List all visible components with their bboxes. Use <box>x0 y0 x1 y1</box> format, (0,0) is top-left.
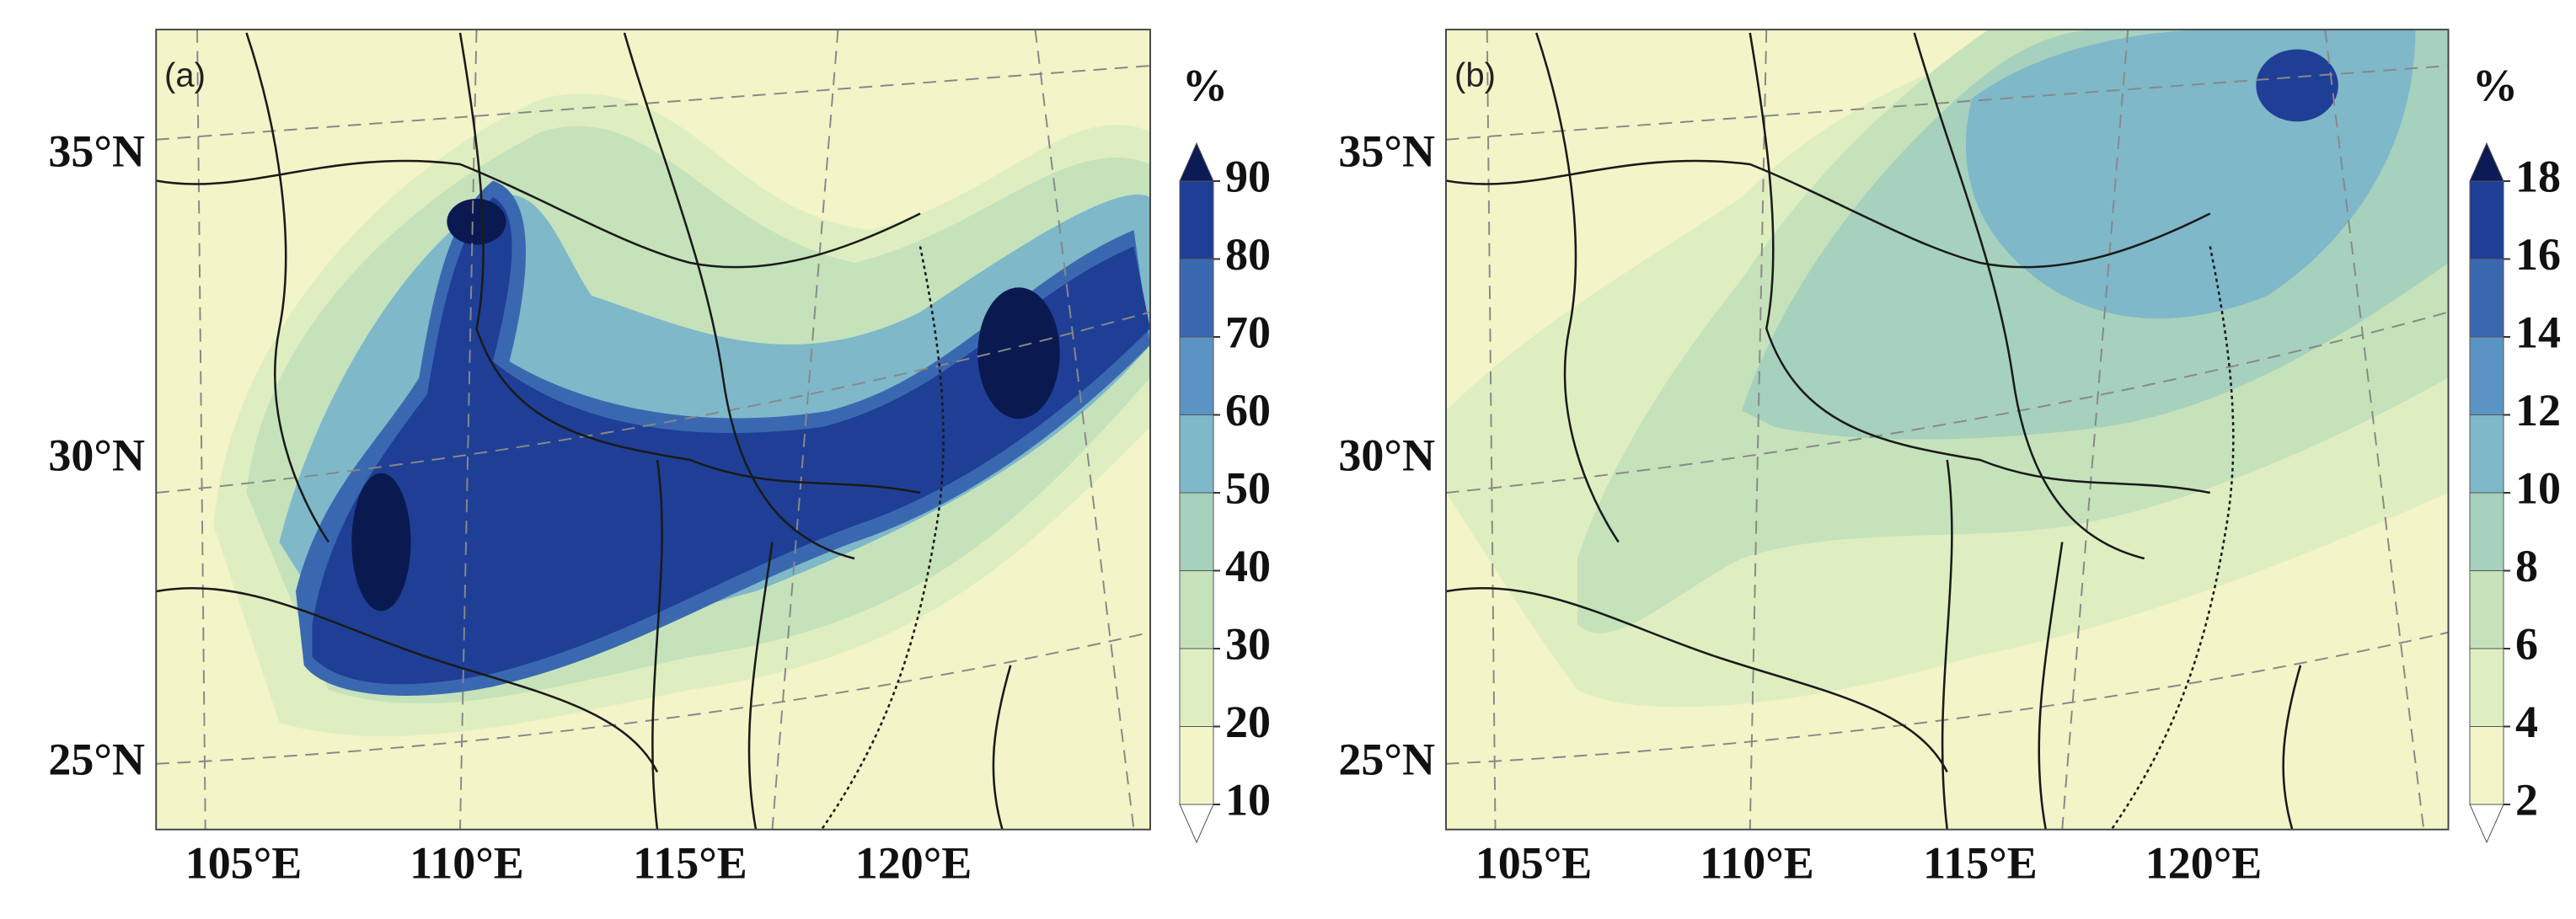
colorbar-end <box>1179 804 1214 844</box>
colorbar-tick-label: 14 <box>2515 307 2561 357</box>
colorbar-end <box>2469 142 2504 182</box>
colorbar-tick-label: 80 <box>1225 229 1271 280</box>
lon-label: 110°E <box>410 837 524 888</box>
colorbar-tick-label: 90 <box>1225 151 1271 201</box>
colorbar-tick-label: 10 <box>1225 774 1271 825</box>
colorbar-tick-label: 20 <box>1225 697 1271 747</box>
colorbar-segment <box>1179 180 1214 259</box>
colorbar-tick-label: 6 <box>2515 618 2538 669</box>
colorbar-segment <box>1179 648 1214 727</box>
lat-label: 35°N <box>1338 126 1435 176</box>
map-b <box>1445 29 2450 831</box>
lat-label: 30°N <box>1338 430 1435 480</box>
lon-label: 105°E <box>185 837 303 888</box>
colorbar-segment <box>2469 414 2504 494</box>
lon-label: 115°E <box>1923 837 2038 888</box>
lon-label: 110°E <box>1700 837 1814 888</box>
colorbar-unit: % <box>1182 60 1228 110</box>
colorbar-tick-label: 10 <box>2515 462 2561 513</box>
lon-label: 120°E <box>855 837 972 888</box>
colorbar-tick-label: 4 <box>2515 697 2538 747</box>
colorbar-segment <box>2469 336 2504 415</box>
colorbar-tick-label: 2 <box>2515 774 2538 825</box>
colorbar-segment <box>2469 570 2504 649</box>
lat-label: 35°N <box>48 126 145 176</box>
colorbar-segment <box>2469 180 2504 259</box>
colorbar-end <box>1179 142 1214 182</box>
colorbar-segment <box>1179 726 1214 805</box>
colorbar-tick-label: 60 <box>1225 385 1271 435</box>
lon-label: 120°E <box>2145 837 2263 888</box>
colorbar-segment <box>2469 492 2504 571</box>
colorbar-segment <box>2469 648 2504 727</box>
colorbar-segment <box>1179 492 1214 571</box>
colorbar-tick-label: 40 <box>1225 541 1271 591</box>
colorbar-segment <box>1179 336 1214 415</box>
colorbar-tick-label: 8 <box>2515 541 2538 591</box>
colorbar-segment <box>2469 726 2504 805</box>
colorbar-tick-label: 70 <box>1225 307 1271 357</box>
lon-label: 105°E <box>1475 837 1593 888</box>
colorbar-segment <box>1179 414 1214 494</box>
colorbar-unit: % <box>2472 60 2518 110</box>
colorbar-tick-label: 50 <box>1225 462 1271 513</box>
map-a <box>155 29 1151 831</box>
lat-label: 25°N <box>48 734 145 784</box>
colorbar-segment <box>1179 259 1214 338</box>
colorbar-segment <box>2469 259 2504 338</box>
colorbar-end <box>2469 804 2504 844</box>
lon-label: 115°E <box>633 837 747 888</box>
colorbar-segment <box>1179 570 1214 649</box>
lat-label: 25°N <box>1338 734 1435 784</box>
lat-label: 30°N <box>48 430 145 480</box>
colorbar-tick-label: 18 <box>2515 151 2561 201</box>
colorbar-tick-label: 16 <box>2515 229 2561 280</box>
panel-label: (a) <box>164 57 206 94</box>
panel-label: (b) <box>1454 57 1496 94</box>
colorbar-tick-label: 30 <box>1225 618 1271 669</box>
colorbar-tick-label: 12 <box>2515 385 2561 435</box>
